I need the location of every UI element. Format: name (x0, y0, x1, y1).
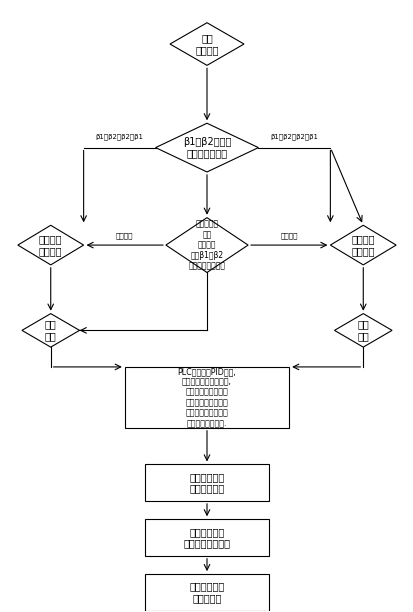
Bar (124, 367, 289, 428)
Text: 大于等于: 大于等于 (280, 233, 297, 239)
Text: 溜槽
正转: 溜槽 正转 (45, 319, 57, 341)
Text: 溜槽位于扇形
区间允许下料: 溜槽位于扇形 区间允许下料 (189, 472, 224, 493)
Text: 溜槽
反转: 溜槽 反转 (356, 319, 368, 341)
Text: 最小扇形
设定角度: 最小扇形 设定角度 (39, 234, 62, 256)
Text: 光电编码器
旋转
溜槽位置
处于β1、β2
扇形设定角度区间: 光电编码器 旋转 溜槽位置 处于β1、β2 扇形设定角度区间 (188, 220, 225, 271)
Bar (145, 574, 268, 611)
Bar (145, 519, 268, 556)
Text: 执行下一倾角
及扇形布料: 执行下一倾角 及扇形布料 (189, 581, 224, 603)
Text: PLC内部采用PID算法,
溜槽位置与目标位置远,
则变频器快速运行；
溜槽接近目标位置；
变频器则减小速度；
达到精确定位控制.: PLC内部采用PID算法, 溜槽位置与目标位置远, 则变频器快速运行； 溜槽接近… (177, 367, 236, 428)
Text: 扇形计数圈数
大于等于设定圈数: 扇形计数圈数 大于等于设定圈数 (183, 527, 230, 548)
Text: β1＜β2或β2＜β1: β1＜β2或β2＜β1 (95, 133, 143, 140)
Bar (145, 465, 268, 501)
Text: β1＞β2或β2＞β1: β1＞β2或β2＞β1 (270, 133, 318, 140)
Text: 最大扇形
设定角度: 最大扇形 设定角度 (351, 234, 374, 256)
Text: 小于等于: 小于等于 (116, 233, 133, 239)
Text: β1与β2扇形设
定角度大小判断: β1与β2扇形设 定角度大小判断 (183, 137, 230, 159)
Text: 扇形
布料允许: 扇形 布料允许 (195, 33, 218, 55)
